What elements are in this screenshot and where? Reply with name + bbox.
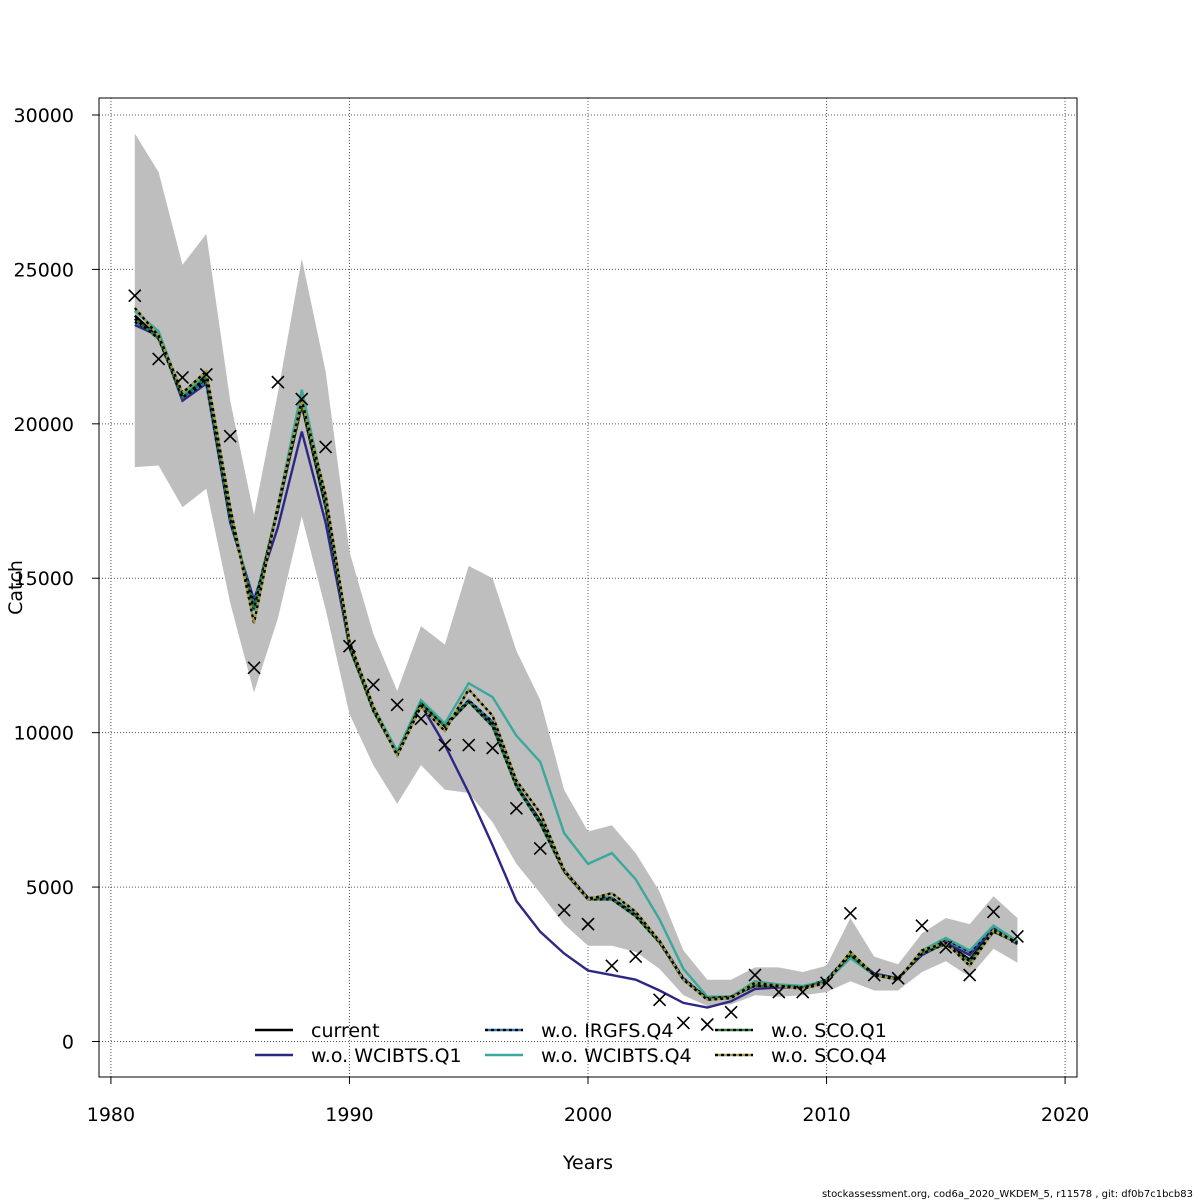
legend-label: w.o. SCO.Q1 <box>771 1020 887 1042</box>
y-tick-label: 0 <box>62 1031 74 1053</box>
observed-point <box>605 959 619 973</box>
y-axis: 0 5000 10000 15000 20000 25000 30000 <box>14 105 100 1053</box>
legend-label: current <box>311 1020 380 1042</box>
legend-label: w.o. SCO.Q4 <box>771 1045 887 1067</box>
observed-point <box>366 678 380 692</box>
x-tick-label: 2010 <box>802 1104 850 1126</box>
y-tick-label: 30000 <box>14 105 74 127</box>
confidence-band <box>134 133 1018 1006</box>
legend-item-w-o-sco-q1: w.o. SCO.Q1 <box>715 1020 887 1042</box>
x-tick-label: 2020 <box>1041 1104 1089 1126</box>
series-line-w-o-sco-q4-dash <box>133 307 1018 1002</box>
x-tick-label: 2000 <box>564 1104 612 1126</box>
observed-point <box>295 392 309 406</box>
observed-point <box>128 289 142 303</box>
observed-point <box>819 976 834 990</box>
observed-point <box>533 841 547 856</box>
legend-item-w-o-irgfs-q4: w.o. IRGFS.Q4 <box>485 1020 673 1042</box>
observed-point <box>175 370 190 385</box>
observed-point <box>652 993 667 1007</box>
observed-point <box>414 712 428 726</box>
observed-point <box>342 639 357 653</box>
legend-item-w-o-wcibts-q4: w.o. WCIBTS.Q4 <box>485 1045 692 1067</box>
observed-point <box>676 1016 690 1030</box>
observed-point <box>247 661 261 675</box>
legend-label: w.o. WCIBTS.Q1 <box>311 1045 462 1067</box>
observed-point <box>700 1017 714 1032</box>
observed-point <box>891 971 905 985</box>
y-axis-label: Catch <box>5 560 27 615</box>
observed-point <box>509 801 524 815</box>
legend-item-w-o-sco-q4: w.o. SCO.Q4 <box>715 1045 887 1067</box>
observed-point <box>557 903 571 917</box>
y-tick-label: 20000 <box>14 414 74 436</box>
x-tick-label: 1980 <box>87 1104 135 1126</box>
observed-point <box>271 375 285 389</box>
observed-point <box>724 1005 738 1019</box>
observed-point <box>986 905 1001 919</box>
observed-point <box>319 440 333 454</box>
observed-point <box>223 429 237 443</box>
observed-point <box>462 738 476 752</box>
y-tick-label: 15000 <box>14 568 74 590</box>
observed-point <box>199 367 213 381</box>
observed-point <box>390 698 404 712</box>
observed-point <box>629 949 643 964</box>
y-tick-label: 10000 <box>14 723 74 745</box>
footer-credit: stockassessment.org, cod6a_2020_WKDEM_5,… <box>822 1189 1193 1200</box>
observed-point <box>1010 929 1024 944</box>
legend-item-w-o-wcibts-q1: w.o. WCIBTS.Q1 <box>255 1045 462 1067</box>
x-axis-label: Years <box>562 1152 613 1174</box>
observed-point <box>867 968 881 982</box>
observed-point <box>152 352 166 366</box>
observed-point <box>486 741 500 755</box>
y-tick-label: 25000 <box>14 259 74 281</box>
band-area <box>134 133 1018 1006</box>
x-axis: 1980 1990 2000 2010 2020 <box>87 1076 1089 1126</box>
observed-points <box>128 289 1024 1032</box>
legend-label: w.o. IRGFS.Q4 <box>541 1020 673 1042</box>
observed-point <box>939 940 953 954</box>
legend-item-current: current <box>255 1020 380 1042</box>
observed-point <box>963 968 977 982</box>
legend-label: w.o. WCIBTS.Q4 <box>541 1045 692 1067</box>
observed-point <box>772 985 786 999</box>
observed-point <box>843 906 857 920</box>
observed-point <box>438 738 452 752</box>
observed-point <box>915 919 929 933</box>
y-tick-label: 5000 <box>26 877 74 899</box>
observed-point <box>748 968 762 982</box>
legend: current w.o. WCIBTS.Q1 w.o. IRGFS.Q4 w.o. W… <box>255 1020 887 1067</box>
x-tick-label: 1990 <box>325 1104 373 1126</box>
observed-point <box>581 917 595 931</box>
observed-point <box>796 985 810 999</box>
